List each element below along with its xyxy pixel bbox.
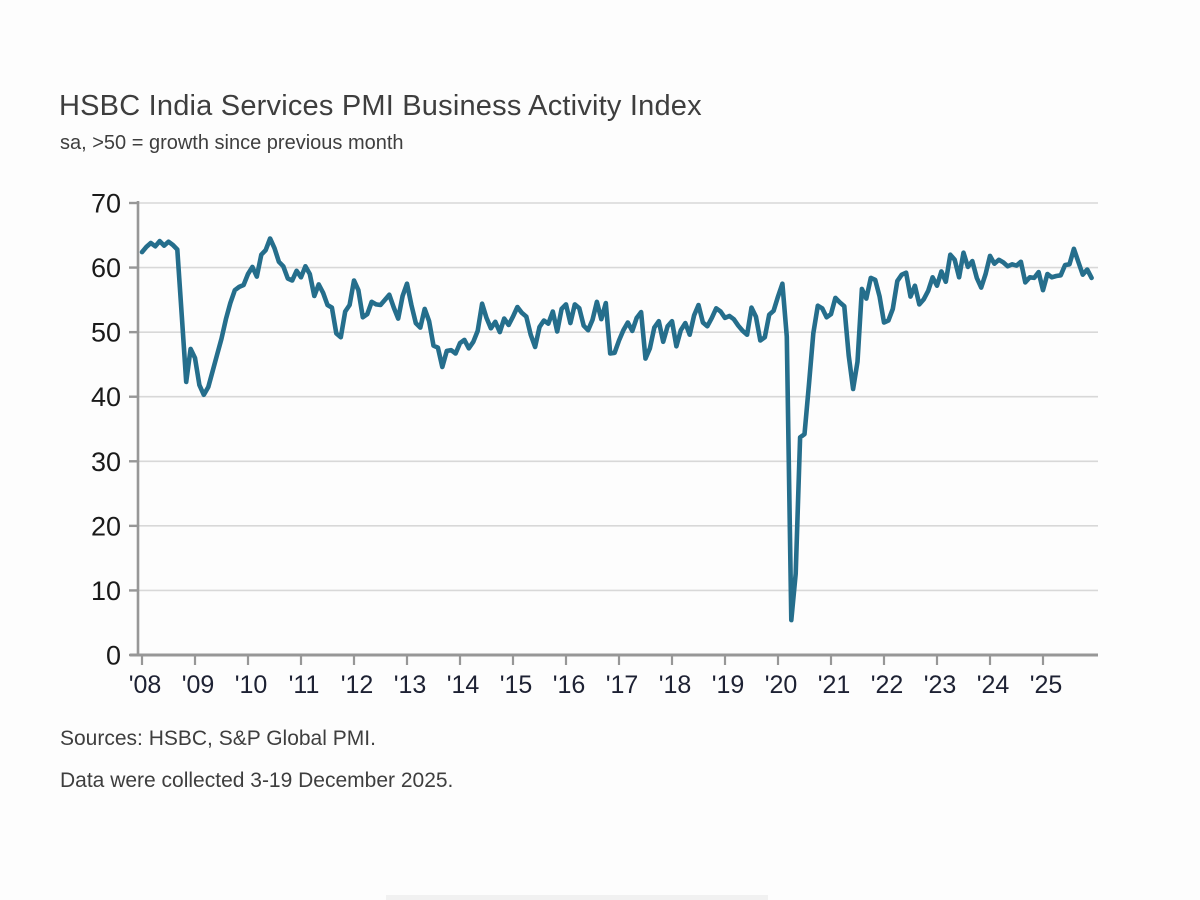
- data-collection-note: Data were collected 3-19 December 2025.: [60, 769, 454, 792]
- pmi-series-line: [139, 236, 1094, 623]
- sources-text: Sources: HSBC, S&P Global PMI.: [60, 727, 376, 750]
- x-tick-label-'17: '17: [606, 671, 639, 699]
- bottom-scroll-bar: [386, 895, 768, 900]
- y-tick-label-70: 70: [91, 189, 121, 219]
- x-tick-label-'15: '15: [500, 671, 533, 699]
- chart-subtitle: sa, >50 = growth since previous month: [60, 132, 404, 154]
- y-tick-label-40: 40: [91, 382, 121, 412]
- x-tick-label-'19: '19: [712, 671, 745, 699]
- y-tick-label-0: 0: [106, 641, 121, 671]
- x-tick-label-'16: '16: [553, 671, 586, 699]
- x-tick-label-'24: '24: [977, 671, 1010, 699]
- y-tick-label-60: 60: [91, 253, 121, 283]
- x-tick-label-'12: '12: [341, 671, 374, 699]
- chart-title: HSBC India Services PMI Business Activit…: [59, 90, 702, 122]
- x-tick-label-'22: '22: [871, 671, 904, 699]
- x-tick-label-'20: '20: [765, 671, 798, 699]
- y-tick-label-30: 30: [91, 447, 121, 477]
- y-tick-label-50: 50: [91, 318, 121, 348]
- x-tick-label-'08: '08: [129, 671, 162, 699]
- x-tick-label-'10: '10: [235, 671, 268, 699]
- x-tick-label-'13: '13: [394, 671, 427, 699]
- x-tick-label-'21: '21: [818, 671, 851, 699]
- x-tick-label-'09: '09: [182, 671, 215, 699]
- x-tick-label-'25: '25: [1030, 671, 1063, 699]
- x-tick-label-'18: '18: [659, 671, 692, 699]
- x-tick-label-'14: '14: [447, 671, 480, 699]
- y-tick-label-20: 20: [91, 511, 121, 541]
- y-tick-label-10: 10: [91, 576, 121, 606]
- x-tick-label-'11: '11: [289, 671, 320, 699]
- x-tick-label-'23: '23: [924, 671, 957, 699]
